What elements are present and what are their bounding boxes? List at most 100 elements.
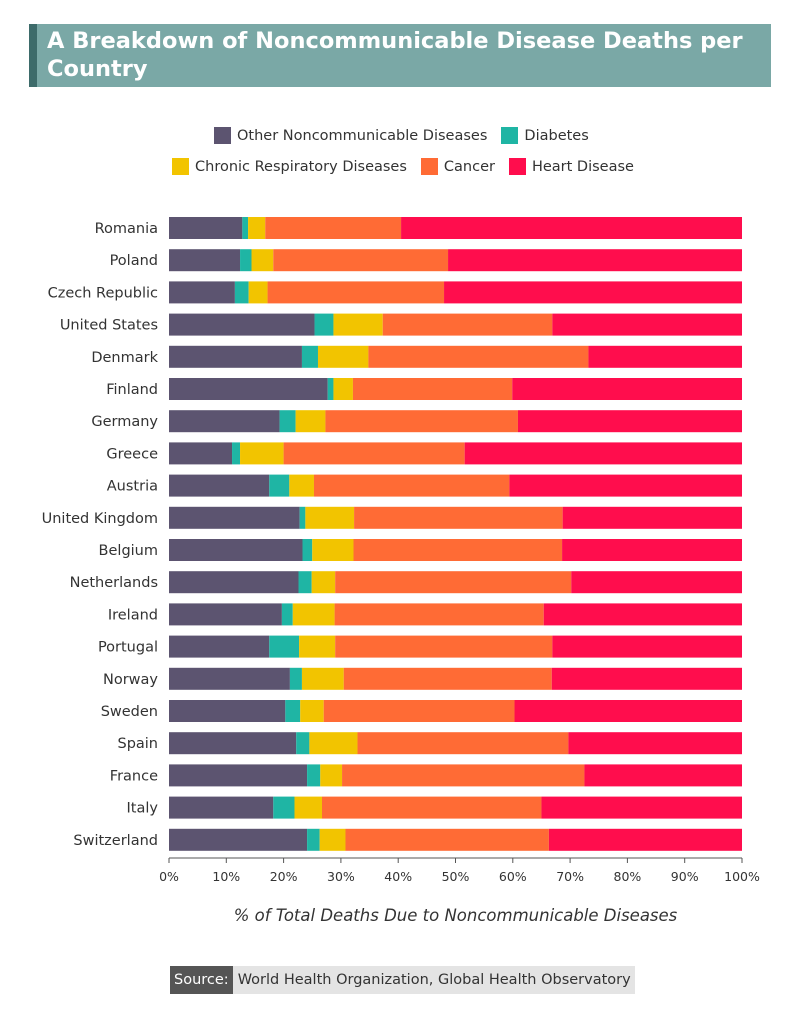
bar-italy-heart-disease bbox=[541, 796, 742, 819]
legend-row-1: Other Noncommunicable Diseases Diabetes bbox=[214, 127, 603, 144]
legend-item-heart: Heart Disease bbox=[508, 158, 634, 175]
bar-sweden-diabetes bbox=[285, 700, 301, 722]
legend-item-diabetes: Diabetes bbox=[501, 127, 589, 144]
bar-italy-cancer bbox=[321, 796, 542, 819]
legend-label-other: Other Noncommunicable Diseases bbox=[237, 127, 488, 144]
bar-greece-cancer bbox=[283, 442, 465, 465]
legend-label-heart: Heart Disease bbox=[531, 158, 634, 175]
category-label-spain: Spain bbox=[117, 736, 158, 752]
category-label-poland: Poland bbox=[110, 253, 158, 269]
bar-denmark-chronic-respiratory-diseases bbox=[317, 345, 369, 368]
bar-united-states-diabetes bbox=[314, 313, 334, 336]
bar-austria-heart-disease bbox=[509, 474, 742, 497]
bar-norway-diabetes bbox=[289, 667, 302, 690]
bar-spain-heart-disease bbox=[568, 732, 742, 755]
bar-united-kingdom-cancer bbox=[354, 506, 563, 529]
category-label-germany: Germany bbox=[91, 414, 158, 430]
bar-finland-other-noncommunicable-diseases bbox=[169, 378, 328, 400]
x-tick-label-10: 100% bbox=[724, 869, 760, 884]
bar-ireland-other-noncommunicable-diseases bbox=[169, 603, 282, 626]
bar-denmark-diabetes bbox=[301, 345, 318, 368]
bar-belgium-heart-disease bbox=[562, 539, 742, 561]
bar-norway-heart-disease bbox=[551, 667, 742, 690]
bar-poland-chronic-respiratory-diseases bbox=[251, 249, 274, 272]
bar-norway-cancer bbox=[343, 667, 552, 690]
bar-finland-cancer bbox=[352, 378, 513, 400]
bar-united-kingdom-chronic-respiratory-diseases bbox=[305, 506, 355, 529]
category-label-norway: Norway bbox=[103, 672, 158, 688]
x-tick-label-9: 90% bbox=[671, 869, 699, 884]
bar-germany-heart-disease bbox=[517, 410, 742, 433]
bar-belgium-chronic-respiratory-diseases bbox=[312, 539, 354, 561]
bar-greece-heart-disease bbox=[464, 442, 742, 465]
legend-swatch-diabetes bbox=[501, 127, 519, 144]
bar-spain-other-noncommunicable-diseases bbox=[169, 732, 297, 755]
bar-switzerland-chronic-respiratory-diseases bbox=[319, 828, 346, 851]
bar-portugal-cancer bbox=[335, 635, 553, 658]
bar-netherlands-heart-disease bbox=[571, 571, 742, 594]
bar-ireland-chronic-respiratory-diseases bbox=[292, 603, 335, 626]
legend-label-respiratory: Chronic Respiratory Diseases bbox=[195, 158, 407, 175]
bar-czech-republic-chronic-respiratory-diseases bbox=[248, 281, 268, 304]
bar-netherlands-diabetes bbox=[298, 571, 312, 594]
bar-greece-other-noncommunicable-diseases bbox=[169, 442, 233, 465]
bar-italy-other-noncommunicable-diseases bbox=[169, 796, 274, 819]
bar-austria-diabetes bbox=[269, 474, 290, 497]
bar-denmark-other-noncommunicable-diseases bbox=[169, 345, 302, 368]
bar-france-heart-disease bbox=[584, 764, 742, 787]
bar-netherlands-chronic-respiratory-diseases bbox=[311, 571, 336, 594]
category-label-ireland: Ireland bbox=[108, 607, 158, 623]
bar-switzerland-diabetes bbox=[307, 828, 320, 851]
bar-switzerland-other-noncommunicable-diseases bbox=[169, 828, 308, 851]
bar-czech-republic-diabetes bbox=[234, 281, 249, 304]
legend-row-2: Chronic Respiratory Diseases Cancer Hear… bbox=[172, 158, 648, 175]
bar-united-kingdom-diabetes bbox=[299, 506, 306, 529]
bar-france-other-noncommunicable-diseases bbox=[169, 764, 308, 787]
bar-poland-cancer bbox=[273, 249, 449, 272]
category-label-italy: Italy bbox=[127, 801, 159, 817]
bar-denmark-heart-disease bbox=[588, 345, 742, 368]
bar-netherlands-cancer bbox=[335, 571, 572, 594]
category-label-greece: Greece bbox=[106, 446, 158, 462]
category-label-france: France bbox=[110, 768, 158, 784]
bar-sweden-chronic-respiratory-diseases bbox=[300, 700, 324, 722]
bar-norway-chronic-respiratory-diseases bbox=[301, 667, 344, 690]
bar-sweden-cancer bbox=[323, 700, 515, 722]
x-axis-label: % of Total Deaths Due to Noncommunicable… bbox=[234, 906, 678, 925]
bar-germany-chronic-respiratory-diseases bbox=[295, 410, 326, 433]
bar-united-kingdom-heart-disease bbox=[562, 506, 742, 529]
bar-romania-heart-disease bbox=[401, 217, 742, 239]
bar-france-chronic-respiratory-diseases bbox=[320, 764, 343, 787]
bar-portugal-heart-disease bbox=[552, 635, 742, 658]
bar-ireland-cancer bbox=[334, 603, 544, 626]
legend-swatch-heart bbox=[508, 158, 526, 175]
bar-greece-chronic-respiratory-diseases bbox=[240, 442, 284, 465]
bar-norway-other-noncommunicable-diseases bbox=[169, 667, 290, 690]
bar-germany-diabetes bbox=[279, 410, 296, 433]
bar-finland-chronic-respiratory-diseases bbox=[333, 378, 353, 400]
bar-italy-chronic-respiratory-diseases bbox=[294, 796, 322, 819]
bar-romania-cancer bbox=[265, 217, 402, 239]
x-tick-label-5: 50% bbox=[442, 869, 470, 884]
x-tick-label-0: 0% bbox=[159, 869, 179, 884]
bar-germany-cancer bbox=[325, 410, 518, 433]
category-label-austria: Austria bbox=[107, 479, 158, 495]
source-tag: Source: bbox=[170, 966, 233, 994]
bar-france-diabetes bbox=[307, 764, 321, 787]
bar-portugal-other-noncommunicable-diseases bbox=[169, 635, 270, 658]
category-label-united-kingdom: United Kingdom bbox=[42, 511, 158, 527]
bar-switzerland-cancer bbox=[345, 828, 549, 851]
bar-spain-chronic-respiratory-diseases bbox=[309, 732, 358, 755]
bar-finland-diabetes bbox=[327, 378, 334, 400]
bar-spain-diabetes bbox=[296, 732, 310, 755]
bar-romania-other-noncommunicable-diseases bbox=[169, 217, 243, 239]
chart-title: A Breakdown of Noncommunicable Disease D… bbox=[47, 28, 743, 82]
x-tick-label-3: 30% bbox=[327, 869, 355, 884]
bar-united-states-chronic-respiratory-diseases bbox=[333, 313, 383, 336]
bar-greece-diabetes bbox=[232, 442, 241, 465]
legend-swatch-other bbox=[214, 127, 231, 144]
bar-united-states-heart-disease bbox=[552, 313, 742, 336]
bar-austria-other-noncommunicable-diseases bbox=[169, 474, 270, 497]
legend-item-respiratory: Chronic Respiratory Diseases bbox=[172, 158, 407, 175]
category-label-sweden: Sweden bbox=[101, 704, 158, 720]
